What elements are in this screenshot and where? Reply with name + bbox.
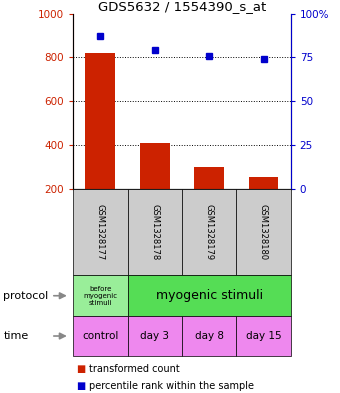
Bar [140,143,170,189]
Text: day 3: day 3 [140,331,169,341]
Text: GSM1328177: GSM1328177 [96,204,105,260]
Text: time: time [3,331,29,341]
Text: ■: ■ [76,364,86,374]
Text: myogenic stimuli: myogenic stimuli [155,289,263,302]
Text: ■: ■ [76,380,86,391]
Text: percentile rank within the sample: percentile rank within the sample [89,380,254,391]
Bar [249,176,278,189]
Text: GSM1328178: GSM1328178 [150,204,159,260]
Text: protocol: protocol [3,291,49,301]
Text: control: control [82,331,118,341]
Text: GSM1328179: GSM1328179 [205,204,214,260]
Bar [85,53,115,189]
Text: day 8: day 8 [194,331,224,341]
Text: before
myogenic
stimuli: before myogenic stimuli [83,286,117,306]
Text: transformed count: transformed count [89,364,180,374]
Text: day 15: day 15 [246,331,281,341]
Bar [194,167,224,189]
Title: GDS5632 / 1554390_s_at: GDS5632 / 1554390_s_at [98,0,266,13]
Text: GSM1328180: GSM1328180 [259,204,268,260]
